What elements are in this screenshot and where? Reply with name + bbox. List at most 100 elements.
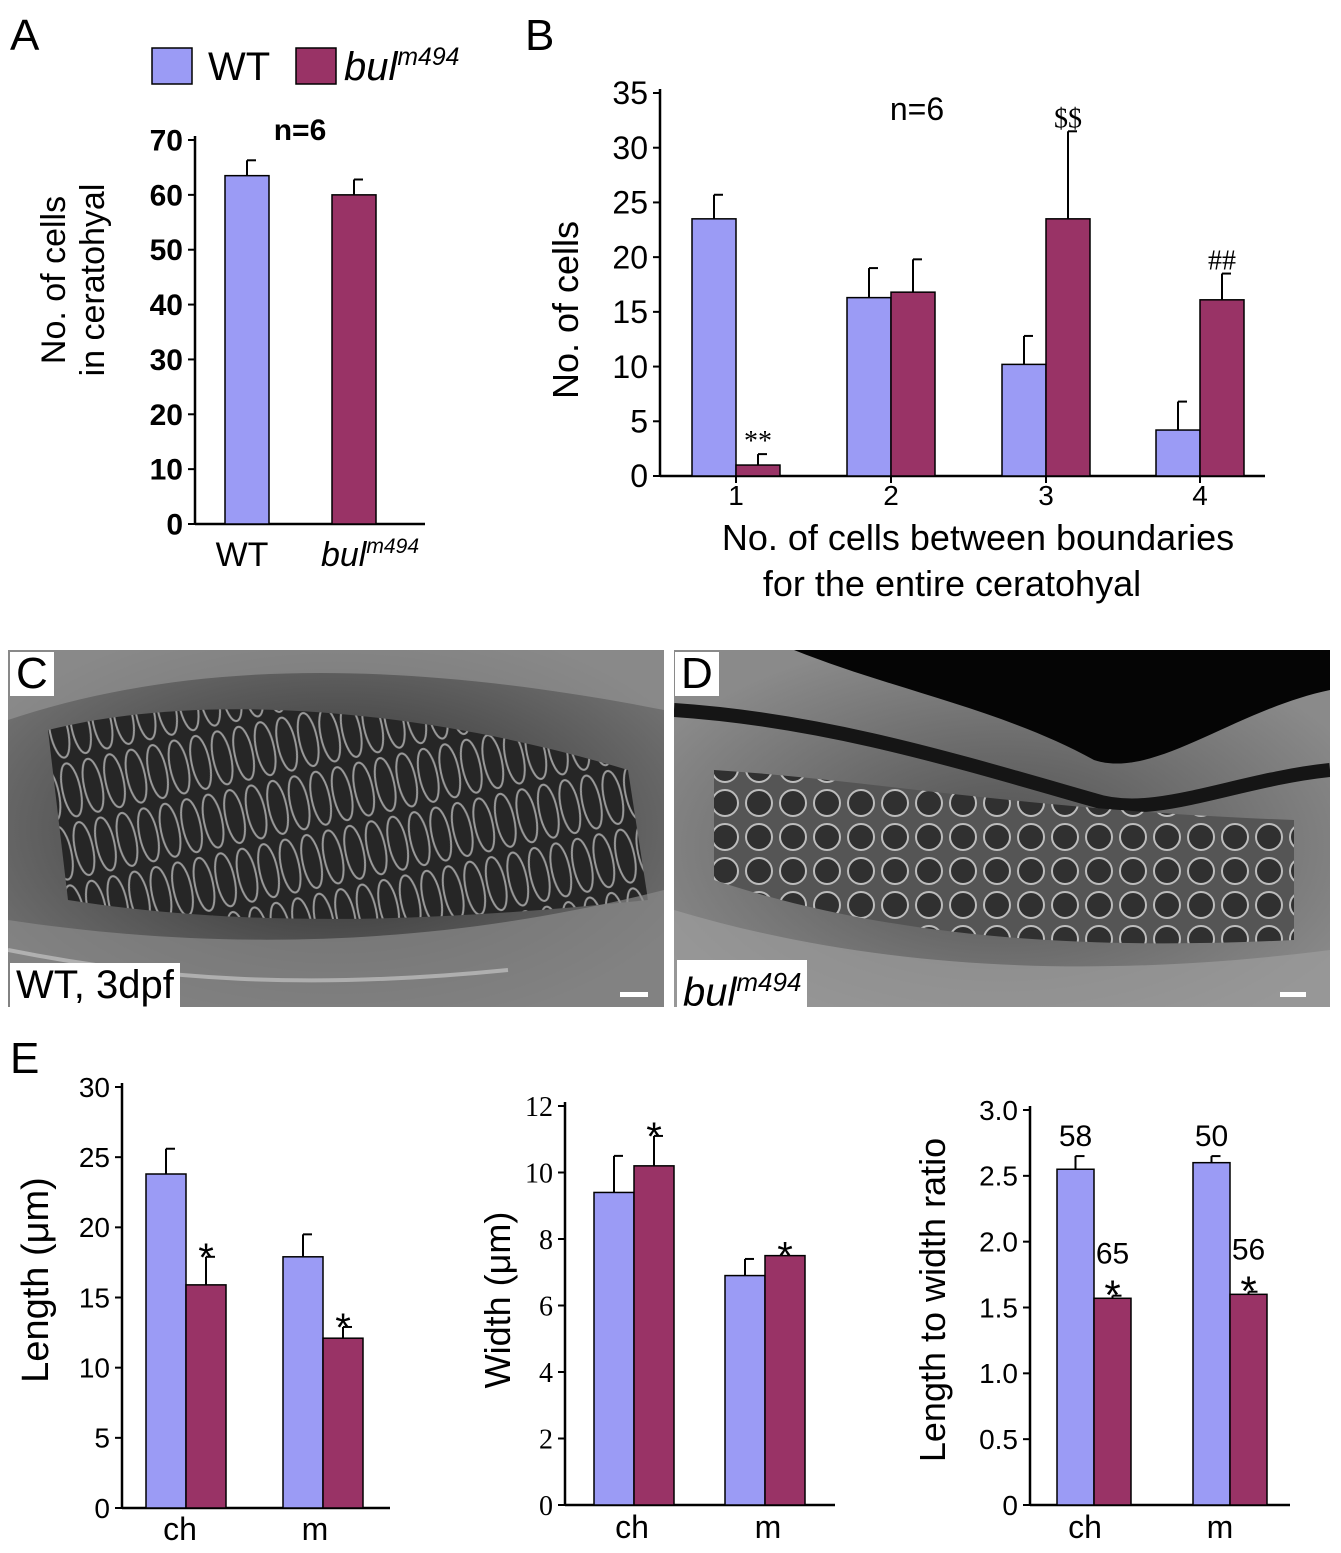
chart-a-y-tick-label: 10 [150, 454, 183, 487]
chart-b-bar [1155, 429, 1201, 477]
scale-bar [1280, 992, 1306, 997]
chart-e2-bar [764, 1254, 806, 1506]
chart-e1-y-label: Length (μm) [15, 1177, 57, 1383]
chart-a-y-tick-label: 50 [150, 234, 183, 267]
legend-mutant-label: bulm494 [344, 44, 459, 89]
chart-b-y-tick-label: 15 [612, 294, 648, 330]
chart-e2-bar [633, 1165, 675, 1506]
chart-e3-count-label: 50 [1195, 1120, 1228, 1153]
chart-b-x-tick-label: 2 [883, 480, 899, 511]
chart-e2-x-tick-label: ch [615, 1509, 649, 1545]
chart-e2-y-label: Width (μm) [477, 1212, 518, 1389]
micrograph-c [8, 650, 664, 1007]
chart-e3-y-tick-label: 1.0 [979, 1358, 1018, 1389]
chart-b-y-label: No. of cells [545, 221, 586, 399]
chart-e1-bar [145, 1173, 187, 1509]
chart-e3-x-tick-label: m [1207, 1509, 1234, 1545]
chart-e3-y-tick-label: 0.5 [979, 1424, 1018, 1455]
chart-e3-y-tick-label: 0 [1002, 1490, 1018, 1521]
chart-a-x-tick-label-mutant-sup: m494 [366, 535, 419, 558]
chart-e2-y-tick-label: 6 [539, 1291, 553, 1322]
chart-b-significance-mark: $$ [1054, 103, 1082, 134]
legend-mutant-label-main: bul [344, 45, 398, 89]
panel-letter-d: D [675, 652, 719, 696]
legend-mutant-swatch [295, 47, 337, 85]
chart-b-annotation: n=6 [890, 91, 944, 127]
chart-b-y-tick-label: 0 [630, 458, 648, 494]
chart-b-y-tick-label: 20 [612, 239, 648, 275]
chart-e3-y-label: Length to width ratio [912, 1138, 953, 1462]
chart-a-bar [331, 194, 377, 525]
chart-b-bar [1001, 363, 1047, 477]
chart-a-x-tick-label: WT [216, 536, 269, 574]
chart-e1-x-tick-label: ch [163, 1511, 197, 1547]
chart-a-y-tick-label: 60 [150, 179, 183, 212]
chart-e2-bar [593, 1191, 635, 1506]
chart-e1-significance-mark: * [198, 1236, 214, 1280]
chart-b-x-tick-label: 3 [1038, 480, 1054, 511]
chart-e1-y-tick-label: 0 [94, 1493, 110, 1524]
chart-e3-significance-mark: * [1240, 1268, 1256, 1315]
chart-e2-y-tick-label: 0 [539, 1491, 553, 1522]
chart-a-x-tick-label-mutant: bulm494 [321, 535, 419, 574]
chart-e2-y-tick-label: 8 [539, 1225, 553, 1256]
chart-e1-bar [185, 1284, 227, 1509]
chart-b-bar [890, 291, 936, 477]
chart-e2-y-tick-label: 10 [525, 1158, 553, 1189]
chart-b-x-label: No. of cells between boundaries [722, 517, 1234, 558]
chart-b-y-tick-label: 35 [612, 75, 648, 111]
chart-e3-y-tick-label: 3.0 [979, 1095, 1018, 1126]
chart-a-y-tick-label: 30 [150, 344, 183, 377]
scale-bar [620, 992, 648, 997]
chart-e2-y-tick-label: 4 [539, 1358, 553, 1389]
micrograph-d-caption: bulm494 [677, 960, 808, 1015]
chart-e2-y-tick-label: 2 [539, 1424, 553, 1455]
chart-a-y-tick-label: 70 [150, 125, 183, 158]
micrograph-c-caption: WT, 3dpf [10, 963, 180, 1007]
chart-e3-bar [1056, 1168, 1095, 1506]
micrograph-d [674, 650, 1330, 1007]
legend-wt-label: WT [208, 45, 270, 89]
chart-b-y-tick-label: 10 [612, 349, 648, 385]
chart-e1-y-tick-label: 10 [79, 1352, 110, 1383]
chart-e1-significance-mark: * [335, 1306, 351, 1350]
chart-e3-bar [1229, 1293, 1268, 1506]
chart-b-x-label-line2: for the entire ceratohyal [763, 563, 1141, 604]
chart-e2-x-tick-label: m [755, 1509, 782, 1545]
chart-e3-significance-mark: * [1104, 1272, 1120, 1319]
micrograph-d-caption-sup: m494 [736, 967, 802, 997]
chart-e1-bar [322, 1337, 364, 1509]
chart-b-x-tick-label: 1 [728, 480, 744, 511]
chart-b-y-tick-label: 25 [612, 185, 648, 221]
chart-b-bar [735, 464, 781, 477]
chart-e3-count-label: 56 [1232, 1234, 1265, 1267]
panel-letter-c: C [10, 652, 54, 696]
chart-e1-x-tick-label: m [302, 1511, 329, 1547]
chart-a-y-label: No. of cells [35, 196, 73, 364]
panel-letter-a: A [10, 11, 40, 60]
chart-e1-y-tick-label: 5 [94, 1423, 110, 1454]
panel-letter-e: E [10, 1034, 39, 1083]
chart-e1-y-tick-label: 25 [79, 1142, 110, 1173]
chart-e3-x-tick-label: ch [1068, 1509, 1102, 1545]
chart-e3-bar [1093, 1297, 1132, 1506]
chart-a-annotation: n=6 [274, 114, 327, 147]
chart-e1-y-tick-label: 20 [79, 1212, 110, 1243]
chart-a-x-tick-label-mutant-main: bul [321, 536, 368, 574]
chart-a-y-tick-label: 40 [150, 289, 183, 322]
chart-a-bar [224, 174, 270, 525]
legend-wt-swatch [151, 47, 193, 85]
chart-e3-y-tick-label: 1.5 [979, 1292, 1018, 1323]
legend-mutant-label-sup: m494 [397, 44, 459, 71]
chart-e3-y-tick-label: 2.0 [979, 1226, 1018, 1257]
chart-e3-count-label: 65 [1096, 1238, 1129, 1271]
chart-a-y-label-line2: in ceratohyal [74, 184, 112, 377]
chart-b-x-tick-label: 4 [1192, 480, 1208, 511]
chart-a-y-tick-label: 0 [166, 509, 183, 542]
chart-e1-y-tick-label: 15 [79, 1282, 110, 1313]
chart-b-significance-mark: ## [1208, 246, 1236, 277]
micrograph-c-image [8, 650, 664, 1007]
chart-b-bar [1199, 299, 1245, 477]
chart-a-y-tick-label: 20 [150, 399, 183, 432]
chart-b-y-tick-label: 5 [630, 403, 648, 439]
